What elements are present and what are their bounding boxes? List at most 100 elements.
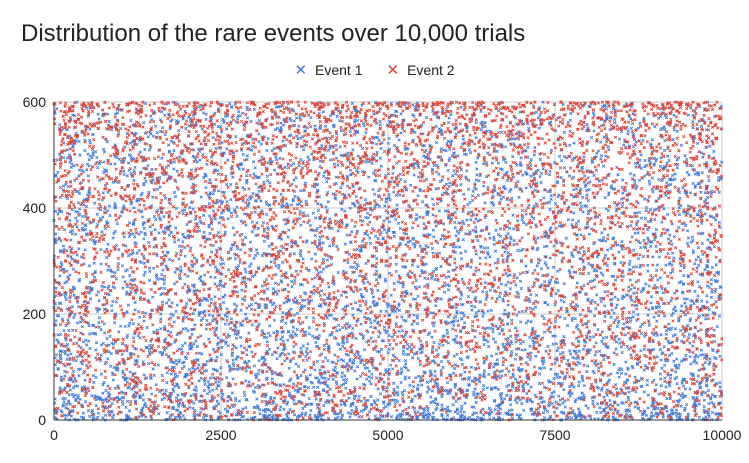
data-point (215, 399, 219, 403)
data-point (238, 260, 242, 264)
data-point (276, 346, 280, 350)
data-point (650, 176, 654, 180)
data-point (484, 297, 488, 302)
data-point (226, 399, 230, 403)
data-point (294, 269, 298, 273)
data-point (483, 281, 487, 285)
data-point (663, 138, 667, 143)
data-point (72, 293, 76, 297)
data-point (515, 313, 519, 317)
data-point (566, 358, 570, 362)
data-point (515, 401, 519, 405)
data-point (527, 126, 531, 131)
data-point (639, 349, 643, 353)
data-point (539, 180, 543, 185)
data-point (445, 405, 450, 409)
data-point (54, 209, 58, 213)
data-point (217, 172, 221, 176)
data-point (585, 188, 589, 193)
data-point (603, 304, 607, 308)
data-point (620, 239, 624, 244)
data-point (84, 400, 88, 404)
data-point (234, 336, 239, 340)
data-point (172, 148, 176, 153)
data-point (292, 413, 297, 417)
data-point (621, 191, 625, 195)
data-point (75, 253, 79, 257)
data-point (460, 404, 464, 409)
data-point (272, 168, 277, 172)
data-point (483, 201, 487, 205)
data-point (628, 319, 633, 323)
data-point (103, 331, 107, 335)
data-point (160, 109, 164, 114)
data-point (481, 387, 486, 391)
data-point (327, 294, 331, 298)
data-point (231, 361, 236, 366)
legend-item-event-2[interactable]: ✕ Event 2 (387, 62, 455, 78)
data-point (314, 216, 318, 220)
data-point (121, 369, 125, 373)
legend-item-event-1[interactable]: ✕ Event 1 (294, 62, 362, 78)
data-point (84, 338, 88, 343)
data-point (646, 313, 650, 317)
data-point (674, 309, 678, 313)
data-point (435, 384, 440, 388)
data-point (600, 231, 604, 235)
data-point (351, 313, 355, 317)
data-point (628, 172, 633, 176)
data-point (714, 287, 718, 291)
data-point (470, 308, 474, 312)
data-point (677, 225, 681, 230)
data-point (648, 182, 652, 186)
data-point (229, 182, 233, 187)
data-point (302, 148, 306, 152)
data-point (559, 298, 563, 302)
data-point (633, 375, 637, 379)
data-point (433, 278, 437, 282)
data-point (512, 243, 516, 247)
data-point (426, 245, 430, 249)
data-point (223, 322, 227, 326)
data-point (427, 387, 431, 392)
data-point (685, 229, 690, 233)
data-point (691, 120, 695, 124)
data-point (403, 179, 407, 184)
data-point (155, 277, 160, 281)
data-point (597, 179, 601, 183)
data-point (675, 166, 679, 170)
data-point (209, 301, 213, 305)
data-point (482, 338, 486, 342)
data-point (252, 256, 256, 260)
data-point (712, 149, 716, 154)
data-point (68, 388, 72, 392)
data-point (553, 361, 557, 365)
data-point (69, 165, 73, 169)
data-point (68, 273, 72, 277)
data-point (75, 225, 79, 229)
data-point (559, 159, 564, 163)
data-point (275, 172, 279, 176)
data-point (262, 239, 267, 243)
data-point (155, 130, 159, 135)
data-point (576, 356, 581, 360)
data-point (212, 330, 217, 334)
data-point (244, 366, 248, 370)
data-point (339, 185, 343, 190)
data-point (429, 379, 433, 383)
data-point (154, 124, 158, 128)
data-point (350, 408, 354, 412)
data-point (714, 263, 718, 267)
data-point (590, 298, 594, 303)
data-point (216, 341, 220, 345)
data-point (252, 405, 256, 409)
data-point (199, 195, 203, 199)
data-point (679, 264, 683, 268)
data-point (321, 241, 325, 245)
data-point (299, 223, 303, 227)
data-point (451, 268, 455, 272)
data-point (205, 318, 209, 323)
data-point (239, 308, 243, 312)
data-point (555, 358, 560, 362)
data-point (565, 323, 570, 328)
